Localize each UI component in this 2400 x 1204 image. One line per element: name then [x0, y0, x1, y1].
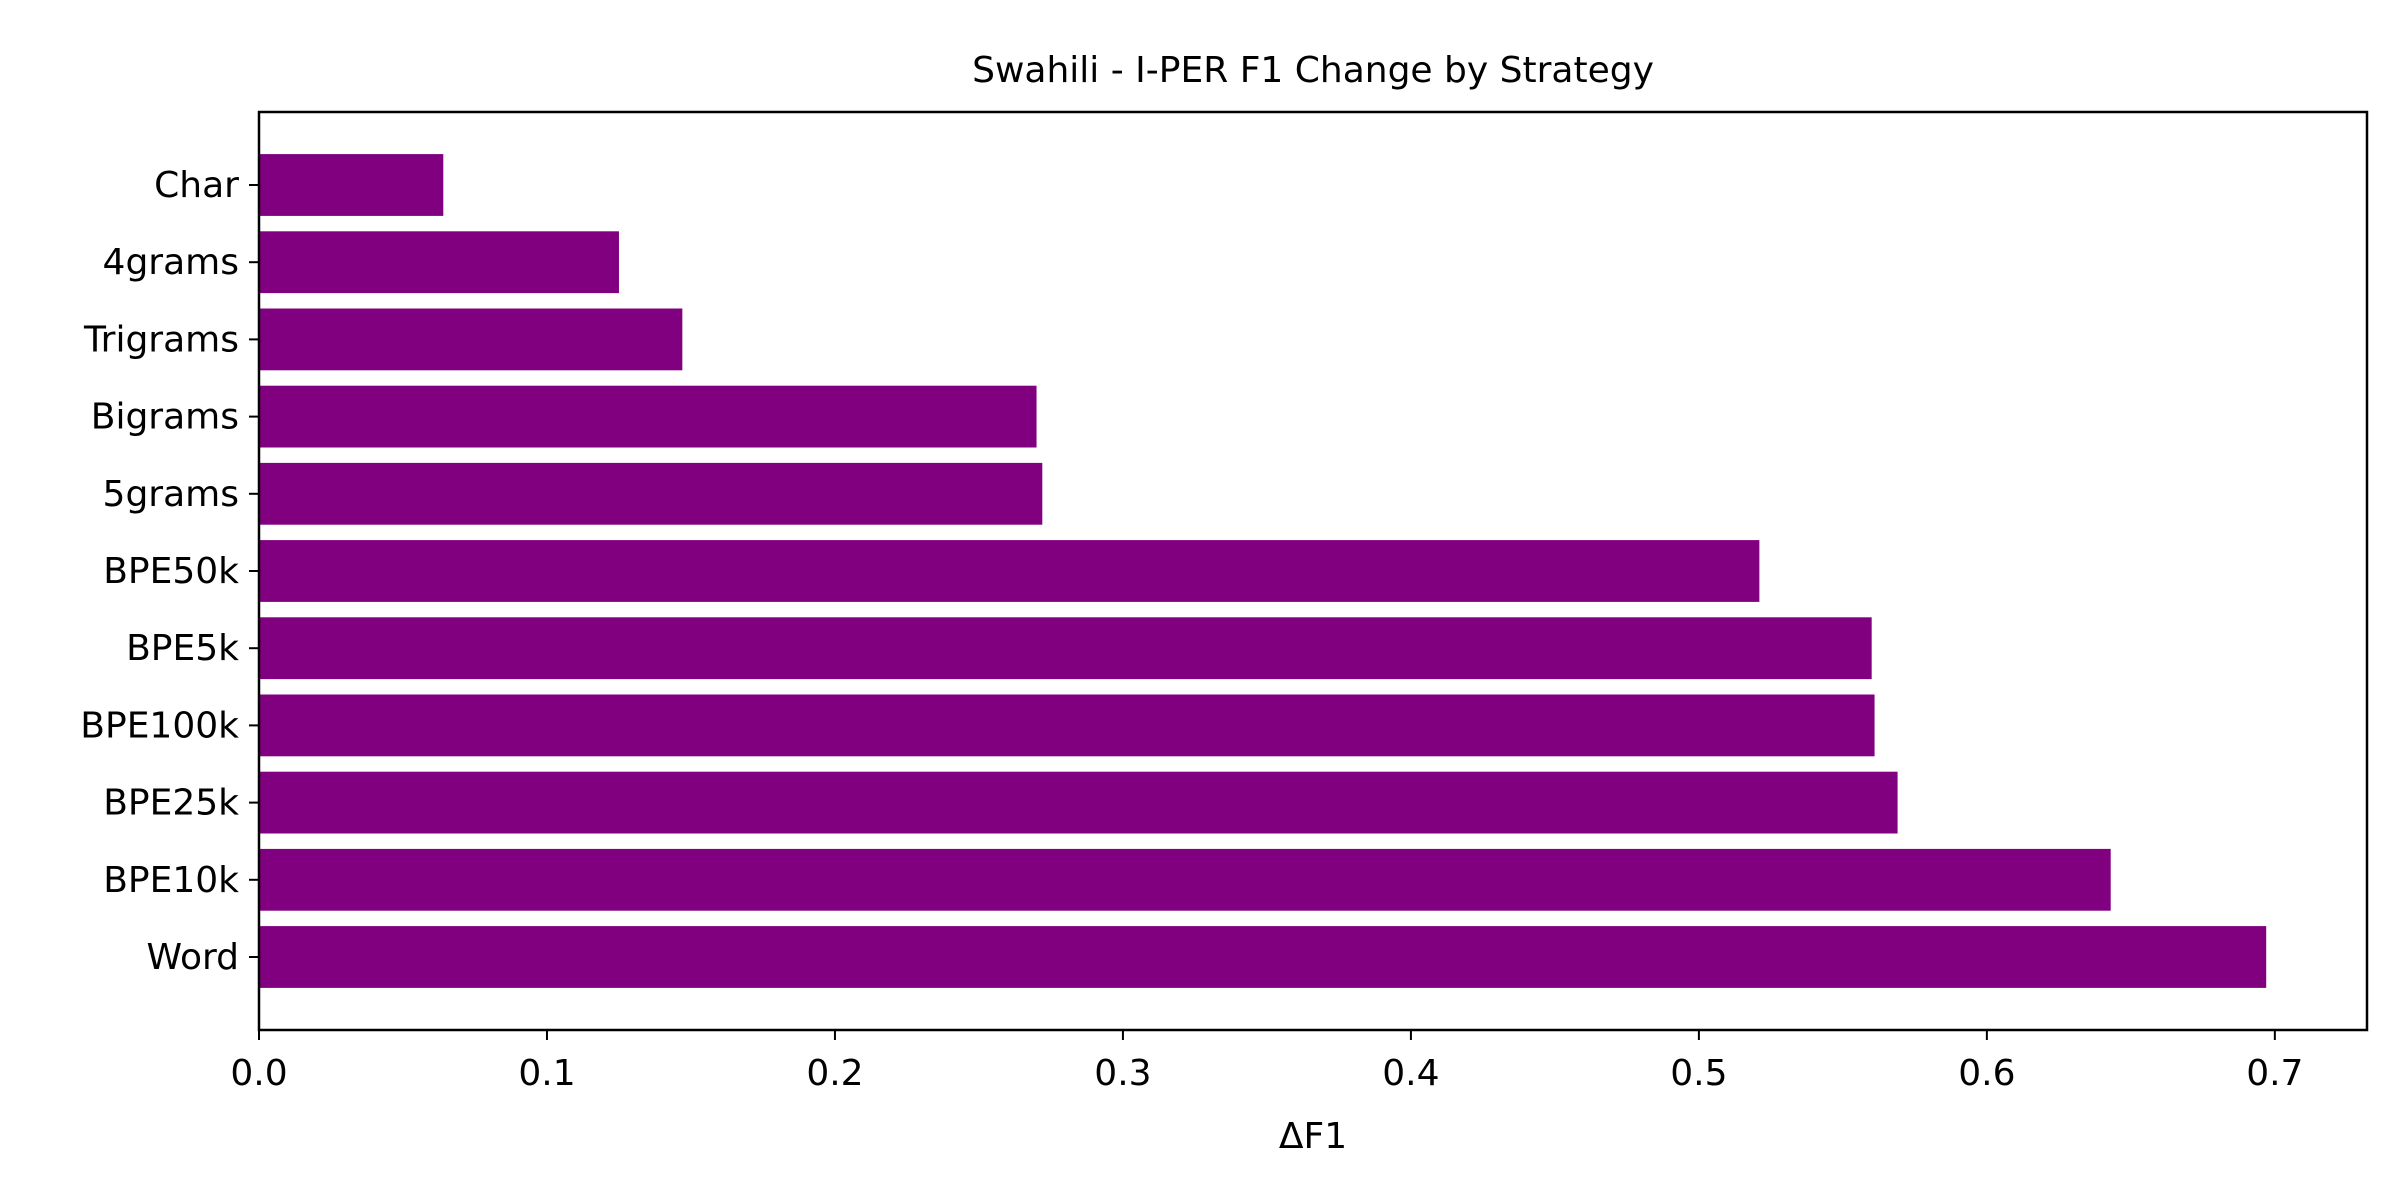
- bar-trigrams: [259, 308, 683, 371]
- bar-bigrams: [259, 385, 1037, 448]
- y-tick-label: Bigrams: [91, 397, 239, 438]
- y-tick-label: 4grams: [103, 242, 239, 283]
- x-tick-label: 0.4: [1382, 1053, 1439, 1094]
- x-tick-label: 0.3: [1094, 1053, 1151, 1094]
- x-axis-label: ΔF1: [1279, 1116, 1347, 1157]
- bar-4grams: [259, 231, 619, 294]
- y-tick-label: Char: [154, 165, 239, 206]
- bar-bpe50k: [259, 540, 1760, 602]
- y-tick-label: BPE10k: [103, 860, 239, 901]
- x-tick-label: 0.7: [2246, 1053, 2303, 1094]
- x-tick-label: 0.0: [230, 1053, 287, 1094]
- bars-group: [259, 154, 2267, 988]
- x-tick-label: 0.5: [1670, 1053, 1727, 1094]
- chart-title: Swahili - I-PER F1 Change by Strategy: [972, 50, 1654, 91]
- bar-bpe25k: [259, 771, 1898, 834]
- y-tick-label: 5grams: [103, 474, 239, 515]
- bar-bpe100k: [259, 694, 1875, 757]
- y-tick-label: Word: [146, 937, 239, 978]
- plot-frame: [257, 110, 2369, 1032]
- bar-word: [259, 926, 2267, 988]
- y-tick-label: BPE50k: [103, 551, 239, 592]
- y-tick-label: Trigrams: [83, 319, 239, 360]
- bar-5grams: [259, 462, 1043, 525]
- bar-bpe5k: [259, 617, 1872, 680]
- x-tick-label: 0.6: [1958, 1053, 2015, 1094]
- y-tick-label: BPE100k: [80, 705, 239, 746]
- x-tick-label: 0.1: [518, 1053, 575, 1094]
- bar-char: [259, 154, 444, 216]
- y-tick-label: BPE5k: [126, 628, 239, 669]
- bar-bpe10k: [259, 848, 2111, 911]
- x-tick-label: 0.2: [806, 1053, 863, 1094]
- y-tick-label: BPE25k: [103, 783, 239, 824]
- ticks-group: Char 4grams Trigrams Bigrams 5grams BPE50k BPE…: [80, 165, 2303, 1094]
